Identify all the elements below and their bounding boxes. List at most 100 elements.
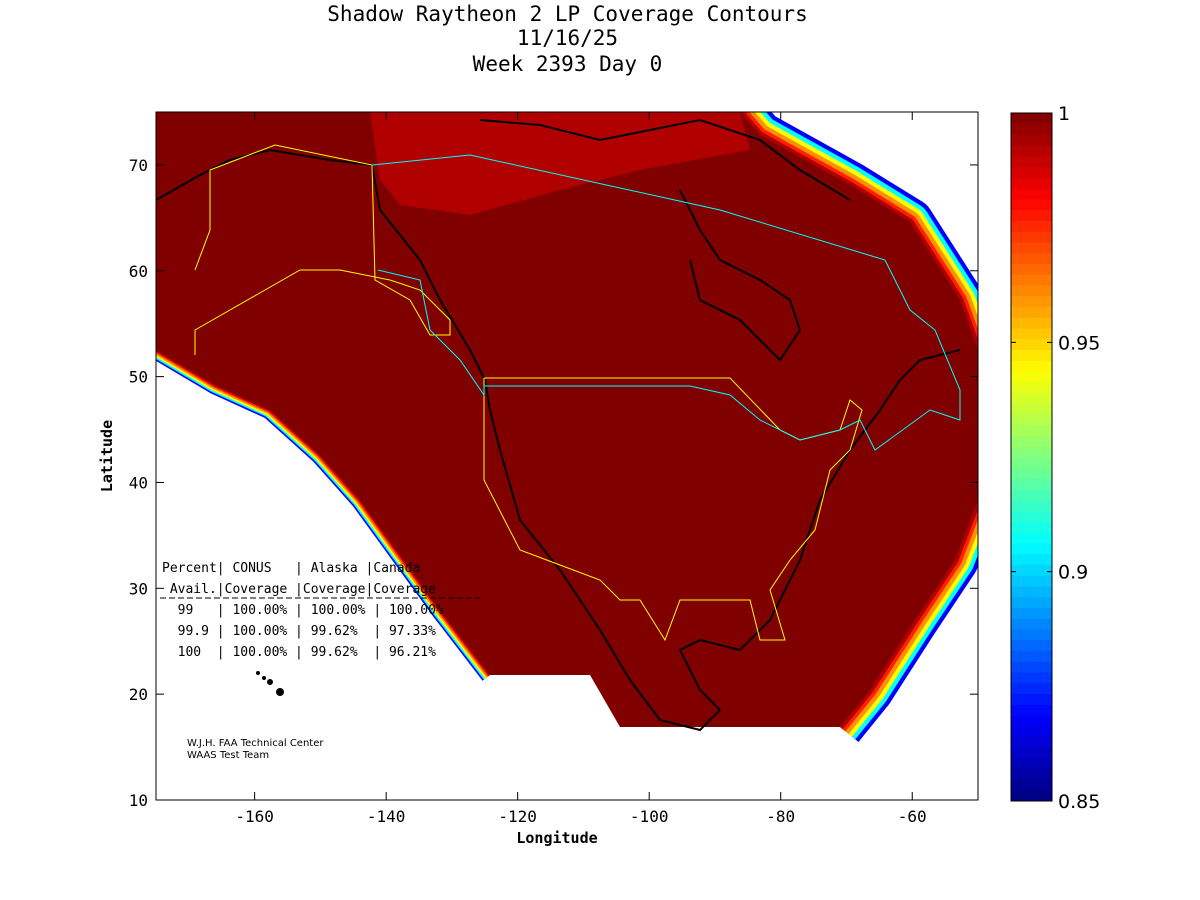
table-row: 100 | 100.00% | 99.62% | 96.21% [162, 645, 436, 660]
title-line-3: Week 2393 Day 0 [472, 52, 663, 76]
colorbar-segment-55 [1011, 199, 1052, 211]
colorbar-segment-36 [1011, 403, 1052, 415]
hawaii-island-1 [262, 676, 266, 680]
colorbar-segment-29 [1011, 478, 1052, 490]
colorbar-segment-9 [1011, 693, 1052, 705]
y-tick-label-3: 40 [129, 473, 148, 492]
x-tick-label-2: -120 [498, 807, 537, 826]
colorbar-segment-18 [1011, 596, 1052, 608]
colorbar-segment-35 [1011, 414, 1052, 426]
x-tick-label-0: -160 [235, 807, 274, 826]
colorbar-segment-31 [1011, 457, 1052, 469]
colorbar-segment-19 [1011, 586, 1052, 598]
colorbar-segment-23 [1011, 543, 1052, 555]
colorbar-segment-3 [1011, 758, 1052, 770]
colorbar-segment-49 [1011, 263, 1052, 275]
hawaii-island-3 [276, 688, 284, 696]
colorbar-segment-2 [1011, 768, 1052, 780]
colorbar-segment-16 [1011, 618, 1052, 630]
colorbar-segment-40 [1011, 360, 1052, 372]
colorbar-tick-label-3: 0.85 [1058, 791, 1100, 813]
x-tick-label-1: -140 [367, 807, 406, 826]
x-tick-label-3: -100 [630, 807, 669, 826]
table-row: 99 | 100.00% | 100.00% | 100.00% [162, 603, 444, 618]
x-tick-label-4: -80 [766, 807, 795, 826]
credit-line-2: WAAS Test Team [187, 750, 270, 761]
hawaii-island-2 [267, 679, 273, 685]
colorbar-segment-34 [1011, 424, 1052, 436]
colorbar-segment-14 [1011, 639, 1052, 651]
colorbar-segment-37 [1011, 392, 1052, 404]
colorbar-segment-62 [1011, 123, 1052, 135]
colorbar-segment-53 [1011, 220, 1052, 232]
colorbar-tick-label-0: 1 [1058, 103, 1070, 125]
colorbar-segment-27 [1011, 500, 1052, 512]
colorbar-segment-24 [1011, 532, 1052, 544]
colorbar-tick-label-1: 0.95 [1058, 332, 1100, 354]
colorbar-segment-57 [1011, 177, 1052, 189]
y-tick-label-1: 20 [129, 685, 148, 704]
title-line-2: 11/16/25 [516, 26, 619, 50]
colorbar-segment-7 [1011, 715, 1052, 727]
colorbar-segment-25 [1011, 521, 1052, 533]
colorbar-segment-6 [1011, 725, 1052, 737]
colorbar-segment-45 [1011, 306, 1052, 318]
colorbar-segment-12 [1011, 661, 1052, 673]
coastline-0 [156, 148, 961, 732]
colorbar-segment-42 [1011, 338, 1052, 350]
colorbar-segment-61 [1011, 134, 1052, 146]
colorbar-segment-46 [1011, 295, 1052, 307]
colorbar-segment-43 [1011, 328, 1052, 340]
colorbar-segment-47 [1011, 285, 1052, 297]
colorbar-segment-15 [1011, 629, 1052, 641]
x-axis-label: Longitude [516, 829, 597, 847]
full-coverage-region [156, 112, 978, 727]
table-rows: 99 | 100.00% | 100.00% | 100.00% 99.9 | … [162, 600, 444, 663]
map-layer [156, 112, 978, 742]
plot-frame [155, 111, 979, 801]
colorbar-segment-1 [1011, 779, 1052, 791]
colorbar-segment-39 [1011, 371, 1052, 383]
colorbar-segment-30 [1011, 467, 1052, 479]
colorbar-segment-8 [1011, 704, 1052, 716]
colorbar-segment-38 [1011, 381, 1052, 393]
x-tick-label-5: -60 [898, 807, 927, 826]
canada-border [371, 154, 961, 451]
colorbar-tick-label-2: 0.9 [1058, 562, 1088, 584]
table-row: 99.9 | 100.00% | 99.62% | 97.33% [162, 624, 436, 639]
colorbar-segment-11 [1011, 672, 1052, 684]
table-header-1: Percent| CONUS | Alaska |Canada [162, 561, 421, 576]
colorbar-segment-44 [1011, 317, 1052, 329]
coastline-1 [679, 189, 802, 362]
colorbar-segment-26 [1011, 510, 1052, 522]
colorbar-segment-59 [1011, 156, 1052, 168]
colorbar-segment-28 [1011, 489, 1052, 501]
colorbar-frame [1010, 112, 1053, 802]
colorbar-segment-63 [1011, 113, 1052, 125]
colorbar-segment-58 [1011, 166, 1052, 178]
coastline-2 [479, 118, 851, 201]
colorbar-segment-4 [1011, 747, 1052, 759]
colorbar-segment-5 [1011, 736, 1052, 748]
colorbar-segment-21 [1011, 564, 1052, 576]
y-axis-label: Latitude [98, 420, 116, 492]
colorbar-segment-33 [1011, 435, 1052, 447]
y-tick-label-4: 50 [129, 368, 148, 387]
y-tick-label-2: 30 [129, 579, 148, 598]
title-line-1: Shadow Raytheon 2 LP Coverage Contours [327, 2, 808, 26]
colorbar-segment-41 [1011, 349, 1052, 361]
colorbar-segment-60 [1011, 145, 1052, 157]
colorbar-segment-48 [1011, 274, 1052, 286]
credit-line-1: W.J.H. FAA Technical Center [187, 738, 324, 749]
y-tick-label-5: 60 [129, 262, 148, 281]
colorbar-segment-0 [1011, 790, 1052, 802]
y-tick-label-0: 10 [129, 791, 148, 810]
colorbar-segment-13 [1011, 650, 1052, 662]
colorbar-segment-51 [1011, 242, 1052, 254]
y-tick-label-6: 70 [129, 156, 148, 175]
colorbar-segment-54 [1011, 209, 1052, 221]
colorbar-segment-22 [1011, 553, 1052, 565]
alaska-outline [194, 144, 451, 355]
